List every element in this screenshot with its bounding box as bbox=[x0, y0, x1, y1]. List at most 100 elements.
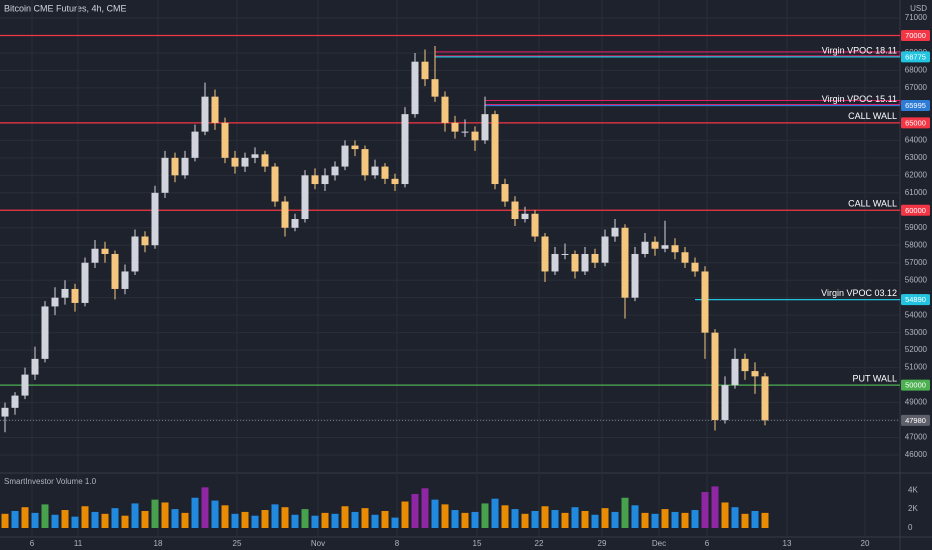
volume-bar bbox=[131, 503, 139, 528]
x-tick-label: 18 bbox=[154, 539, 163, 548]
candle-body bbox=[471, 131, 479, 141]
candle-body bbox=[301, 175, 309, 220]
candle-body bbox=[71, 288, 79, 303]
volume-bar bbox=[641, 512, 649, 528]
candle-body bbox=[141, 236, 149, 246]
y-tick-label: 57000 bbox=[905, 258, 928, 267]
candle-body bbox=[551, 253, 559, 272]
volume-bar bbox=[111, 508, 119, 528]
volume-tick-label: 0 bbox=[908, 523, 913, 532]
volume-bar bbox=[671, 511, 679, 528]
candle-body bbox=[381, 166, 389, 179]
candle-body bbox=[51, 297, 59, 307]
candle-body bbox=[281, 201, 289, 228]
volume-bar bbox=[501, 505, 509, 528]
volume-bar bbox=[31, 512, 39, 528]
volume-bar bbox=[101, 513, 109, 528]
y-tick-label: 63000 bbox=[905, 153, 928, 162]
volume-bar bbox=[241, 511, 249, 528]
candle-body bbox=[351, 145, 359, 150]
volume-bar bbox=[531, 510, 539, 528]
volume-bar bbox=[271, 504, 279, 528]
volume-bar bbox=[601, 508, 609, 528]
volume-bar bbox=[541, 506, 549, 528]
candle-body bbox=[631, 253, 639, 298]
y-tick-label: 62000 bbox=[905, 170, 928, 179]
volume-bar bbox=[401, 501, 409, 528]
volume-bar bbox=[701, 492, 709, 528]
candle-body bbox=[721, 385, 729, 421]
volume-bar bbox=[221, 505, 229, 528]
volume-bar bbox=[581, 510, 589, 528]
volume-bar bbox=[451, 510, 459, 528]
volume-bar bbox=[181, 512, 189, 528]
volume-bar bbox=[711, 486, 719, 528]
x-tick-label: 15 bbox=[473, 539, 482, 548]
candle-body bbox=[371, 166, 379, 176]
price-tag-label: 65000 bbox=[905, 118, 926, 127]
candle-body bbox=[431, 79, 439, 97]
currency-label: USD bbox=[910, 4, 927, 13]
price-tag bbox=[901, 51, 930, 63]
candle-body bbox=[11, 395, 19, 408]
candle-body bbox=[651, 241, 659, 249]
volume-bar bbox=[311, 515, 319, 528]
volume-bar bbox=[361, 508, 369, 528]
volume-bar bbox=[561, 512, 569, 528]
y-tick-label: 64000 bbox=[905, 135, 928, 144]
volume-bar bbox=[91, 511, 99, 528]
volume-bar bbox=[201, 487, 209, 528]
level-label: CALL WALL bbox=[848, 199, 897, 209]
price-tag-label: 60000 bbox=[905, 206, 926, 215]
x-tick-label: 29 bbox=[598, 539, 607, 548]
candle-body bbox=[101, 248, 109, 254]
volume-bar bbox=[611, 511, 619, 528]
candle-body bbox=[1, 407, 9, 417]
candle-body bbox=[511, 201, 519, 220]
volume-bar bbox=[351, 511, 359, 528]
candle-body bbox=[391, 178, 399, 185]
candle-body bbox=[531, 213, 539, 237]
candle-body bbox=[111, 253, 119, 289]
candle-body bbox=[231, 157, 239, 167]
price-tag-label: 50000 bbox=[905, 381, 926, 390]
volume-bar bbox=[121, 515, 129, 528]
volume-bar bbox=[1, 513, 9, 528]
volume-bar bbox=[341, 506, 349, 528]
volume-bar bbox=[211, 500, 219, 528]
x-tick-label: 6 bbox=[30, 539, 35, 548]
volume-bar bbox=[391, 517, 399, 528]
volume-bar bbox=[261, 510, 269, 528]
candle-body bbox=[361, 149, 369, 176]
y-tick-label: 52000 bbox=[905, 345, 928, 354]
candle-body bbox=[561, 253, 569, 255]
y-tick-label: 51000 bbox=[905, 363, 928, 372]
price-tag bbox=[901, 414, 930, 426]
x-tick-label: 8 bbox=[395, 539, 400, 548]
volume-bar bbox=[51, 514, 59, 528]
volume-bar bbox=[721, 502, 729, 528]
candle-body bbox=[61, 288, 69, 298]
candle-body bbox=[91, 248, 99, 263]
volume-bar bbox=[551, 510, 559, 528]
candle-body bbox=[641, 241, 649, 254]
candle-body bbox=[451, 122, 459, 132]
level-label: CALL WALL bbox=[848, 111, 897, 121]
candle-body bbox=[701, 271, 709, 333]
candle-body bbox=[171, 157, 179, 176]
candle-body bbox=[571, 253, 579, 272]
volume-bar bbox=[691, 510, 699, 528]
price-tag bbox=[901, 117, 930, 129]
volume-bar bbox=[491, 498, 499, 528]
y-tick-label: 49000 bbox=[905, 398, 928, 407]
volume-bar bbox=[681, 512, 689, 528]
candle-body bbox=[21, 374, 29, 396]
chart-title: Bitcoin CME Futures, 4h, CME bbox=[4, 3, 127, 13]
candle-body bbox=[271, 166, 279, 202]
price-tag-label: 68775 bbox=[905, 52, 926, 61]
candle-body bbox=[751, 371, 759, 377]
x-tick-label: 25 bbox=[233, 539, 242, 548]
volume-bar bbox=[21, 507, 29, 528]
x-tick-label: 22 bbox=[535, 539, 544, 548]
